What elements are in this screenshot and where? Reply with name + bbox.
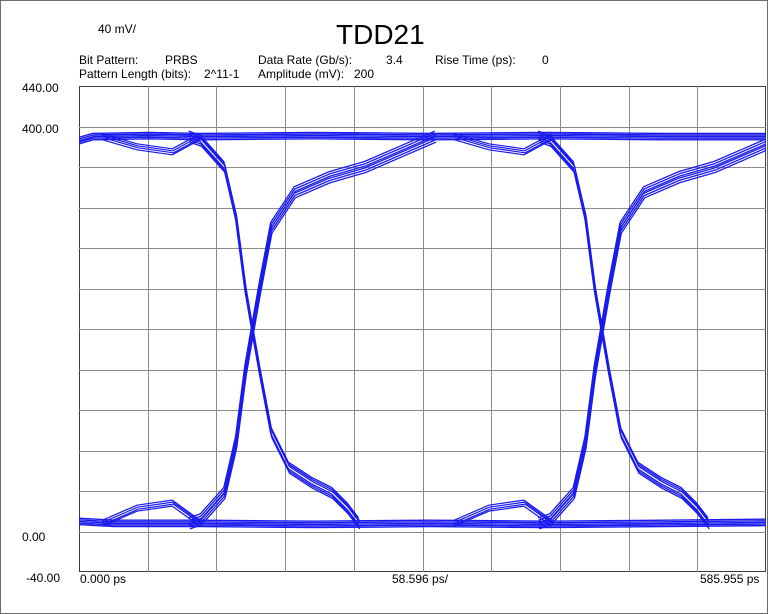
x-tick-label-end: 585.955 ps <box>700 572 760 586</box>
rise-time-label: Rise Time (ps): <box>435 53 516 67</box>
chart-title: TDD21 <box>336 19 425 50</box>
trace-rise-edge <box>537 138 766 519</box>
trace-low-ripple <box>101 505 201 527</box>
trace-rise-edge <box>537 144 766 526</box>
rise-time-value: 0 <box>542 53 549 67</box>
pattern-length-value: 2^11-1 <box>204 67 240 81</box>
amplitude-label: Amplitude (mV): <box>258 67 345 81</box>
trace-rise-edge <box>538 147 766 528</box>
trace-low-level <box>79 519 766 524</box>
trace-fall-edge <box>538 134 710 523</box>
bit-pattern-label: Bit Pattern: <box>79 53 139 67</box>
bit-pattern-value: PRBS <box>165 53 198 67</box>
vertical-scale-label: 40 mV/ <box>98 22 137 36</box>
trace-low-ripple <box>102 503 202 525</box>
trace-low-ripple <box>102 501 202 523</box>
trace-low-ripple <box>453 501 554 523</box>
trace-high-level <box>79 133 766 140</box>
data-rate-value: 3.4 <box>386 53 403 67</box>
eye-diagram-plot <box>79 86 766 572</box>
trace-low-level <box>79 520 766 526</box>
trace-low-ripple <box>101 499 201 521</box>
trace-high-level <box>79 131 766 139</box>
x-tick-label-start: 0.000 ps <box>80 572 127 586</box>
trace-fall-edge <box>538 141 710 530</box>
trace-high-ripple <box>101 139 201 156</box>
trace-high-ripple <box>102 137 202 154</box>
trace-high-ripple <box>101 133 201 150</box>
trace-high-ripple <box>102 135 202 152</box>
trace-low-ripple <box>453 499 553 521</box>
amplitude-value: 200 <box>354 67 375 81</box>
trace-rise-edge <box>538 149 766 530</box>
trace-rise-edge <box>188 137 436 526</box>
x-tick-label-scale: 58.596 ps/ <box>392 572 449 586</box>
trace-low-ripple <box>453 505 553 527</box>
y-tick-label-neg40: -40.00 <box>26 571 61 585</box>
data-rate-label: Data Rate (Gb/s): <box>258 53 353 67</box>
y-tick-label-440: 440.00 <box>22 81 59 95</box>
pattern-length-label: Pattern Length (bits): <box>79 67 192 81</box>
trace-high-ripple <box>454 135 553 152</box>
trace-low-level <box>79 517 766 522</box>
eye-traces <box>79 130 766 530</box>
trace-rise-edge <box>189 141 437 530</box>
trace-fall-edge <box>189 134 361 523</box>
y-tick-label-0: 0.00 <box>22 530 46 544</box>
trace-low-ripple <box>454 503 554 525</box>
trace-high-ripple <box>453 133 553 150</box>
trace-high-ripple <box>454 137 554 154</box>
trace-fall-edge <box>189 141 361 530</box>
trace-low-level <box>79 523 766 529</box>
trace-rise-edge <box>188 130 436 519</box>
trace-high-level <box>79 138 766 145</box>
y-tick-label-400: 400.00 <box>22 122 59 136</box>
trace-low-level <box>79 522 766 527</box>
trace-high-ripple <box>453 139 553 156</box>
grid-lines <box>79 86 766 572</box>
trace-rise-edge <box>188 139 436 528</box>
